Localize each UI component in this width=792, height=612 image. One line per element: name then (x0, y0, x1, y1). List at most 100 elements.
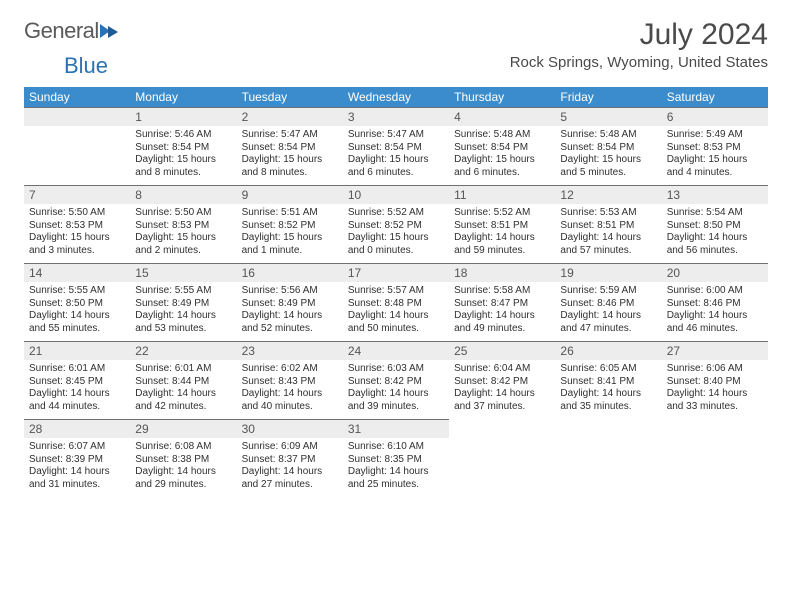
day-detail: Sunrise: 6:09 AMSunset: 8:37 PMDaylight:… (237, 438, 343, 497)
day-number: 5 (555, 107, 661, 126)
day-number: 31 (343, 419, 449, 438)
day-detail: Sunrise: 5:59 AMSunset: 8:46 PMDaylight:… (555, 282, 661, 341)
calendar-cell: 22Sunrise: 6:01 AMSunset: 8:44 PMDayligh… (130, 341, 236, 419)
calendar-cell: 29Sunrise: 6:08 AMSunset: 8:38 PMDayligh… (130, 419, 236, 497)
calendar-cell: 19Sunrise: 5:59 AMSunset: 8:46 PMDayligh… (555, 263, 661, 341)
day-detail: Sunrise: 5:53 AMSunset: 8:51 PMDaylight:… (555, 204, 661, 263)
day-detail: Sunrise: 5:52 AMSunset: 8:51 PMDaylight:… (449, 204, 555, 263)
day-header: Wednesday (343, 87, 449, 107)
calendar-week: 14Sunrise: 5:55 AMSunset: 8:50 PMDayligh… (24, 263, 768, 341)
day-number: 8 (130, 185, 236, 204)
calendar-header: SundayMondayTuesdayWednesdayThursdayFrid… (24, 87, 768, 107)
day-detail: Sunrise: 5:55 AMSunset: 8:50 PMDaylight:… (24, 282, 130, 341)
day-header: Tuesday (237, 87, 343, 107)
day-detail: Sunrise: 5:49 AMSunset: 8:53 PMDaylight:… (662, 126, 768, 185)
calendar-cell: 25Sunrise: 6:04 AMSunset: 8:42 PMDayligh… (449, 341, 555, 419)
calendar-cell (24, 107, 130, 185)
calendar-cell: 4Sunrise: 5:48 AMSunset: 8:54 PMDaylight… (449, 107, 555, 185)
day-number: 26 (555, 341, 661, 360)
day-detail: Sunrise: 5:52 AMSunset: 8:52 PMDaylight:… (343, 204, 449, 263)
logo: General (24, 18, 122, 44)
day-detail: Sunrise: 6:02 AMSunset: 8:43 PMDaylight:… (237, 360, 343, 419)
day-detail: Sunrise: 5:57 AMSunset: 8:48 PMDaylight:… (343, 282, 449, 341)
day-number: 15 (130, 263, 236, 282)
day-detail: Sunrise: 5:50 AMSunset: 8:53 PMDaylight:… (24, 204, 130, 263)
day-detail: Sunrise: 6:01 AMSunset: 8:44 PMDaylight:… (130, 360, 236, 419)
day-detail: Sunrise: 6:10 AMSunset: 8:35 PMDaylight:… (343, 438, 449, 497)
day-number: 29 (130, 419, 236, 438)
day-number: 30 (237, 419, 343, 438)
calendar-cell (449, 419, 555, 497)
day-number: 2 (237, 107, 343, 126)
calendar-cell: 20Sunrise: 6:00 AMSunset: 8:46 PMDayligh… (662, 263, 768, 341)
calendar-cell: 14Sunrise: 5:55 AMSunset: 8:50 PMDayligh… (24, 263, 130, 341)
day-number: 18 (449, 263, 555, 282)
logo-text-general: General (24, 18, 99, 44)
day-number: 9 (237, 185, 343, 204)
day-detail: Sunrise: 6:05 AMSunset: 8:41 PMDaylight:… (555, 360, 661, 419)
calendar-week: 7Sunrise: 5:50 AMSunset: 8:53 PMDaylight… (24, 185, 768, 263)
day-number: 16 (237, 263, 343, 282)
month-title: July 2024 (510, 18, 768, 52)
calendar-cell: 16Sunrise: 5:56 AMSunset: 8:49 PMDayligh… (237, 263, 343, 341)
day-detail: Sunrise: 6:06 AMSunset: 8:40 PMDaylight:… (662, 360, 768, 419)
title-block: July 2024 Rock Springs, Wyoming, United … (510, 18, 768, 71)
calendar-cell: 30Sunrise: 6:09 AMSunset: 8:37 PMDayligh… (237, 419, 343, 497)
calendar-cell: 21Sunrise: 6:01 AMSunset: 8:45 PMDayligh… (24, 341, 130, 419)
day-number: 11 (449, 185, 555, 204)
calendar-table: SundayMondayTuesdayWednesdayThursdayFrid… (24, 87, 768, 497)
day-number: 1 (130, 107, 236, 126)
day-detail: Sunrise: 5:48 AMSunset: 8:54 PMDaylight:… (449, 126, 555, 185)
day-number: 27 (662, 341, 768, 360)
calendar-cell: 17Sunrise: 5:57 AMSunset: 8:48 PMDayligh… (343, 263, 449, 341)
calendar-cell: 27Sunrise: 6:06 AMSunset: 8:40 PMDayligh… (662, 341, 768, 419)
day-detail: Sunrise: 5:56 AMSunset: 8:49 PMDaylight:… (237, 282, 343, 341)
logo-triangle-icon (100, 24, 120, 38)
day-detail: Sunrise: 5:54 AMSunset: 8:50 PMDaylight:… (662, 204, 768, 263)
calendar-cell (662, 419, 768, 497)
day-number: 13 (662, 185, 768, 204)
day-detail: Sunrise: 5:48 AMSunset: 8:54 PMDaylight:… (555, 126, 661, 185)
calendar-cell: 18Sunrise: 5:58 AMSunset: 8:47 PMDayligh… (449, 263, 555, 341)
day-header: Sunday (24, 87, 130, 107)
day-detail: Sunrise: 5:47 AMSunset: 8:54 PMDaylight:… (237, 126, 343, 185)
calendar-cell: 26Sunrise: 6:05 AMSunset: 8:41 PMDayligh… (555, 341, 661, 419)
day-number: 12 (555, 185, 661, 204)
day-number-empty (24, 107, 130, 126)
day-number: 10 (343, 185, 449, 204)
day-detail: Sunrise: 5:47 AMSunset: 8:54 PMDaylight:… (343, 126, 449, 185)
day-detail: Sunrise: 5:51 AMSunset: 8:52 PMDaylight:… (237, 204, 343, 263)
calendar-cell: 8Sunrise: 5:50 AMSunset: 8:53 PMDaylight… (130, 185, 236, 263)
day-detail: Sunrise: 6:04 AMSunset: 8:42 PMDaylight:… (449, 360, 555, 419)
day-number: 14 (24, 263, 130, 282)
calendar-body: 1Sunrise: 5:46 AMSunset: 8:54 PMDaylight… (24, 107, 768, 497)
day-number: 28 (24, 419, 130, 438)
day-number: 6 (662, 107, 768, 126)
day-number: 3 (343, 107, 449, 126)
calendar-cell: 2Sunrise: 5:47 AMSunset: 8:54 PMDaylight… (237, 107, 343, 185)
day-number: 4 (449, 107, 555, 126)
day-header: Monday (130, 87, 236, 107)
day-number: 17 (343, 263, 449, 282)
day-header: Friday (555, 87, 661, 107)
calendar-cell: 7Sunrise: 5:50 AMSunset: 8:53 PMDaylight… (24, 185, 130, 263)
day-header: Thursday (449, 87, 555, 107)
day-detail: Sunrise: 6:01 AMSunset: 8:45 PMDaylight:… (24, 360, 130, 419)
day-number: 20 (662, 263, 768, 282)
day-number: 22 (130, 341, 236, 360)
calendar-cell: 23Sunrise: 6:02 AMSunset: 8:43 PMDayligh… (237, 341, 343, 419)
day-detail: Sunrise: 5:55 AMSunset: 8:49 PMDaylight:… (130, 282, 236, 341)
calendar-cell: 3Sunrise: 5:47 AMSunset: 8:54 PMDaylight… (343, 107, 449, 185)
day-number: 19 (555, 263, 661, 282)
calendar-week: 1Sunrise: 5:46 AMSunset: 8:54 PMDaylight… (24, 107, 768, 185)
day-detail: Sunrise: 6:07 AMSunset: 8:39 PMDaylight:… (24, 438, 130, 497)
day-detail: Sunrise: 5:50 AMSunset: 8:53 PMDaylight:… (130, 204, 236, 263)
calendar-cell: 13Sunrise: 5:54 AMSunset: 8:50 PMDayligh… (662, 185, 768, 263)
calendar-cell (555, 419, 661, 497)
location: Rock Springs, Wyoming, United States (510, 54, 768, 71)
calendar-cell: 24Sunrise: 6:03 AMSunset: 8:42 PMDayligh… (343, 341, 449, 419)
day-number: 23 (237, 341, 343, 360)
calendar-cell: 31Sunrise: 6:10 AMSunset: 8:35 PMDayligh… (343, 419, 449, 497)
calendar-cell: 12Sunrise: 5:53 AMSunset: 8:51 PMDayligh… (555, 185, 661, 263)
calendar-cell: 5Sunrise: 5:48 AMSunset: 8:54 PMDaylight… (555, 107, 661, 185)
